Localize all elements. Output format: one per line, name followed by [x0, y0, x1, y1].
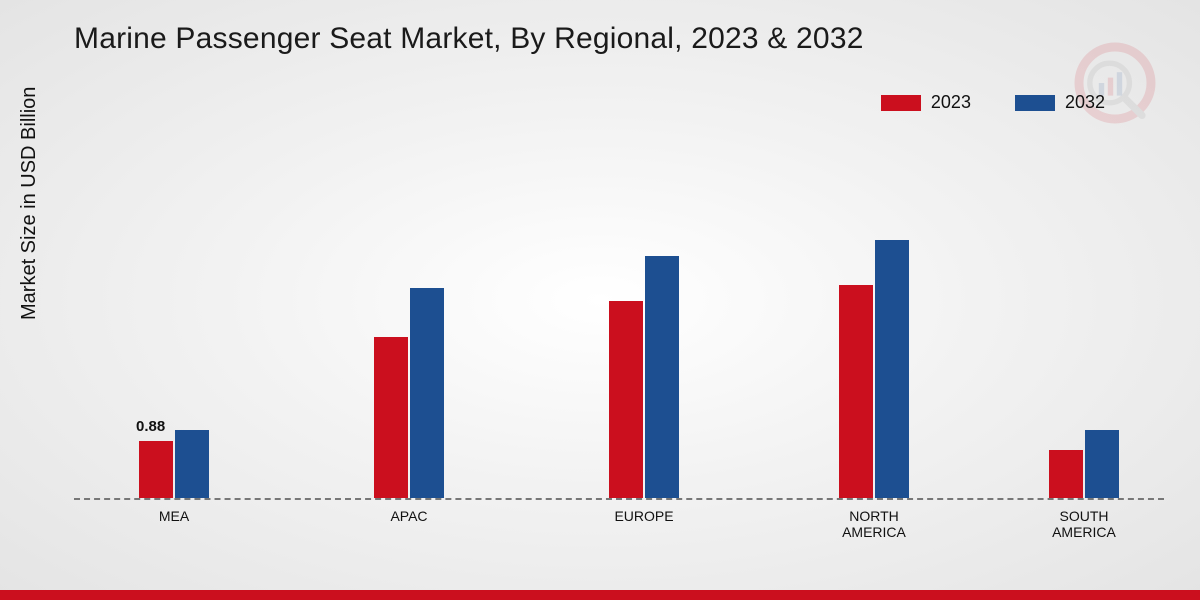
legend-label-2032: 2032 [1065, 92, 1105, 113]
bar-2032 [875, 240, 909, 498]
legend-swatch-2032 [1015, 95, 1055, 111]
plot-area: 0.88 [74, 145, 1164, 500]
bar-2023 [1049, 450, 1083, 498]
bar-group [1004, 145, 1164, 498]
bar-value-label: 0.88 [136, 418, 165, 435]
bar-group [329, 145, 489, 498]
bar-2023 [839, 285, 873, 498]
legend-label-2023: 2023 [931, 92, 971, 113]
bar-group [794, 145, 954, 498]
bar-2023 [139, 441, 173, 498]
bar-2023 [609, 301, 643, 498]
x-tick-label: SOUTH AMERICA [1004, 508, 1164, 540]
x-axis-labels: MEA APAC EUROPE NORTH AMERICA SOUTH AMERICA [74, 502, 1164, 552]
y-axis-label: Market Size in USD Billion [18, 87, 41, 320]
legend-item-2023: 2023 [881, 92, 971, 113]
bar-group: 0.88 [94, 145, 254, 498]
legend-item-2032: 2032 [1015, 92, 1105, 113]
x-tick-label: APAC [329, 508, 489, 524]
bar-2032 [645, 256, 679, 498]
watermark-logo [1070, 38, 1160, 128]
x-tick-label: MEA [94, 508, 254, 524]
bar-2032 [410, 288, 444, 498]
legend: 2023 2032 [881, 92, 1105, 113]
bar-2023 [374, 337, 408, 498]
x-tick-label: EUROPE [564, 508, 724, 524]
bar-2032 [175, 430, 209, 498]
x-tick-label: NORTH AMERICA [794, 508, 954, 540]
legend-swatch-2023 [881, 95, 921, 111]
bottom-accent-bar [0, 590, 1200, 600]
bar-group [564, 145, 724, 498]
chart-title: Marine Passenger Seat Market, By Regiona… [74, 22, 864, 56]
bar-2032 [1085, 430, 1119, 498]
